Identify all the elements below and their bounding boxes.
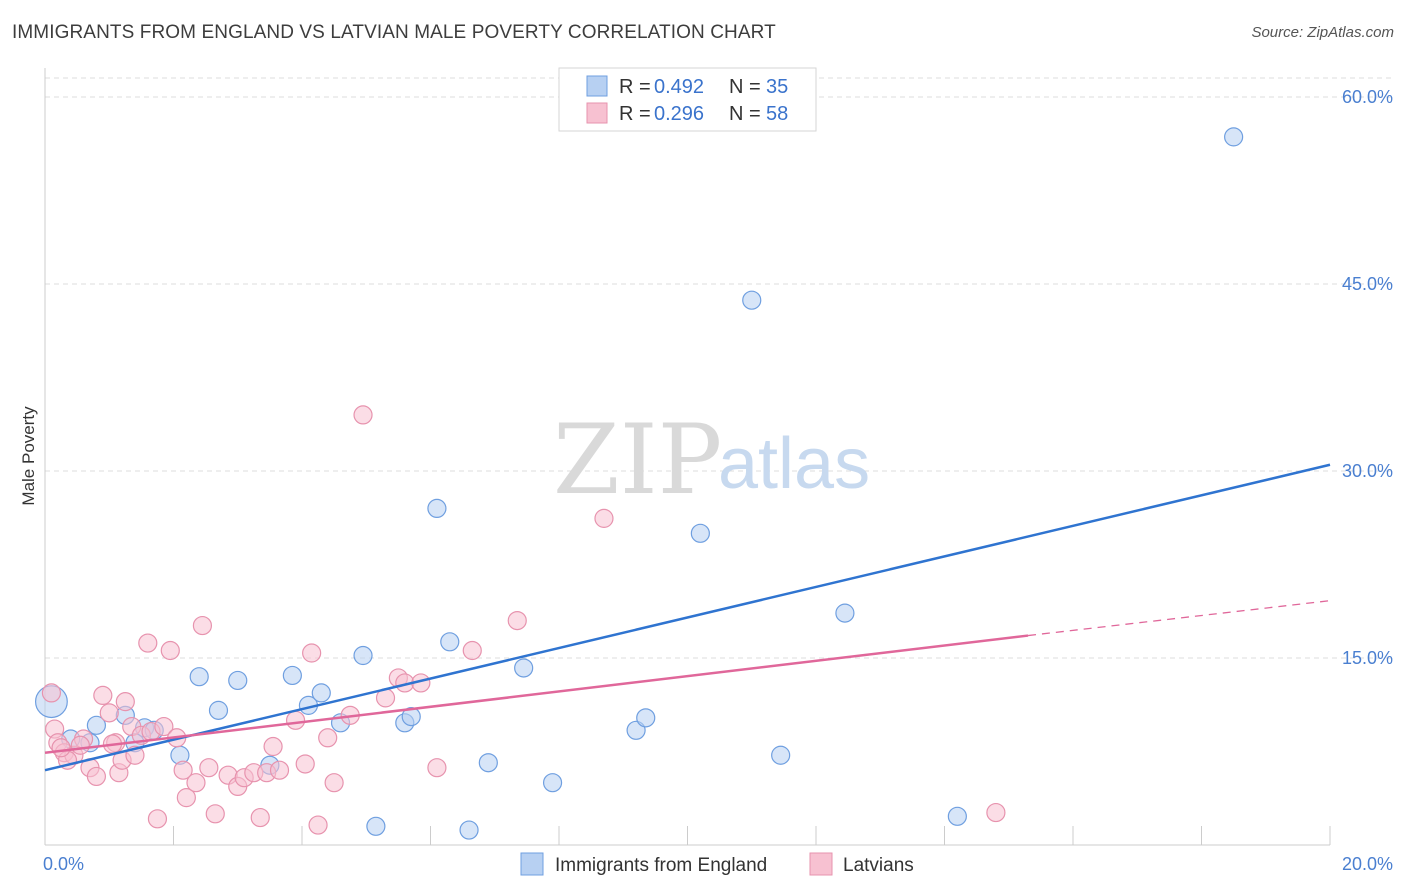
england-point [742, 290, 762, 310]
latvian-point [462, 640, 482, 661]
x-tick-label: 20.0% [1342, 854, 1393, 874]
trend-lines [44, 463, 1331, 772]
legend-r-value: 0.296 [654, 103, 704, 125]
latvian-point [93, 685, 113, 706]
latvian-point [308, 815, 328, 835]
latvian-point [173, 760, 193, 780]
england-point [459, 820, 479, 840]
y-tick-label: 45.0% [1342, 274, 1393, 294]
legend-n-value: 35 [766, 76, 788, 98]
x-tick-labels: 0.0% 20.0% [43, 854, 1393, 874]
england-point [835, 603, 855, 623]
latvian-trend-line [44, 634, 1029, 754]
bottom-legend: Immigrants from England Latvians [520, 852, 914, 876]
latvian-point [154, 716, 174, 737]
latvian-point [324, 773, 344, 793]
legend-box: R = 0.492 N = 35 R = 0.296 N = 58 [558, 67, 817, 132]
bottom-legend-swatch-england [520, 852, 544, 876]
bottom-legend-label-latvians: Latvians [843, 855, 914, 876]
legend-swatch-latvians [586, 102, 608, 124]
legend-r-label: R = [619, 103, 651, 125]
latvian-point [138, 633, 158, 653]
england-trend-line [44, 463, 1331, 772]
england-point [401, 706, 421, 727]
england-point [542, 773, 563, 793]
source-label: Source: ZipAtlas.com [1251, 24, 1394, 41]
watermark: ZIP atlas [553, 404, 870, 516]
latvian-point [70, 735, 90, 755]
england-point [440, 632, 460, 652]
legend-r-label: R = [619, 76, 651, 98]
grid-lines [45, 77, 1393, 659]
england-point [514, 658, 534, 678]
watermark-zip: ZIP [553, 404, 722, 516]
data-points [34, 127, 1244, 840]
chart-title: IMMIGRANTS FROM ENGLAND VS LATVIAN MALE … [12, 22, 776, 43]
england-point [228, 670, 248, 691]
england-point [690, 523, 710, 543]
legend-n-value: 58 [766, 103, 788, 125]
legend-swatch-england [586, 75, 608, 97]
bottom-legend-label-england: Immigrants from England [555, 855, 767, 876]
latvian-point [302, 643, 322, 663]
england-point [636, 708, 656, 728]
england-point [282, 665, 302, 686]
latvian-point [176, 788, 196, 808]
latvian-point [353, 405, 373, 425]
latvian-point [86, 766, 107, 787]
latvian-point [41, 683, 62, 703]
latvian-point [594, 508, 614, 528]
england-point [353, 645, 373, 666]
latvian-point [263, 736, 283, 757]
england-point [427, 498, 447, 518]
england-point [189, 667, 209, 687]
latvian-point [269, 760, 290, 780]
england-point [208, 700, 229, 720]
legend-n-label: N = [729, 76, 761, 98]
latvian-point [295, 754, 315, 774]
x-tick-label: 0.0% [43, 854, 84, 874]
latvian-point [285, 710, 306, 730]
latvian-trend-extension [1027, 600, 1331, 637]
latvian-point [318, 728, 338, 748]
england-point [771, 745, 791, 765]
england-point [478, 753, 498, 773]
england-point [366, 816, 386, 836]
england-point [947, 806, 967, 826]
latvian-point [507, 610, 527, 631]
watermark-atlas: atlas [718, 424, 870, 504]
latvian-point [199, 758, 219, 778]
latvian-point [147, 809, 168, 829]
legend-n-label: N = [729, 103, 761, 125]
y-tick-label: 30.0% [1342, 461, 1393, 481]
y-tick-label: 60.0% [1342, 87, 1393, 107]
latvian-point [427, 758, 447, 778]
legend-r-value: 0.492 [654, 76, 704, 98]
latvian-point [250, 807, 270, 828]
latvian-point [115, 692, 135, 712]
england-point [311, 683, 331, 703]
latvian-point [99, 703, 119, 723]
y-tick-label: 15.0% [1342, 648, 1393, 668]
latvian-point [205, 804, 225, 824]
y-axis-label: Male Poverty [19, 406, 38, 506]
latvian-point [986, 802, 1006, 823]
england-point [86, 715, 107, 735]
latvian-point [186, 773, 206, 793]
latvian-point [192, 615, 213, 636]
bottom-legend-swatch-latvians [809, 852, 833, 876]
latvian-point [160, 640, 180, 661]
latvian-point [51, 738, 71, 758]
y-tick-labels: 15.0% 30.0% 45.0% 60.0% [1342, 87, 1393, 668]
england-point [1224, 127, 1244, 147]
